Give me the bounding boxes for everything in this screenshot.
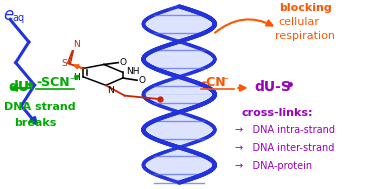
Text: →   DNA inter-strand: → DNA inter-strand	[235, 143, 334, 153]
Text: N: N	[107, 86, 114, 95]
Text: O: O	[138, 76, 146, 85]
Text: →   DNA-protein: → DNA-protein	[235, 161, 312, 171]
Text: NH: NH	[126, 67, 139, 77]
Text: O: O	[120, 58, 127, 67]
Text: e: e	[4, 6, 14, 24]
Text: dU-S: dU-S	[254, 80, 291, 94]
Text: dU: dU	[8, 80, 29, 94]
Text: H: H	[73, 73, 80, 82]
Text: •: •	[286, 79, 295, 93]
Text: DNA strand: DNA strand	[5, 101, 76, 112]
Text: ⁻: ⁻	[69, 76, 75, 86]
Text: breaks: breaks	[14, 118, 56, 128]
Text: •: •	[26, 79, 35, 93]
Text: N: N	[74, 40, 80, 49]
Text: -SCN: -SCN	[36, 76, 70, 89]
Text: cross-links:: cross-links:	[241, 108, 313, 118]
Text: →   DNA intra-strand: → DNA intra-strand	[235, 125, 335, 135]
Text: S: S	[61, 59, 67, 68]
Text: respiration: respiration	[275, 31, 335, 41]
Text: aq: aq	[13, 13, 25, 23]
Text: -CN: -CN	[202, 76, 226, 89]
Text: ⁻: ⁻	[222, 76, 228, 86]
Text: blocking: blocking	[279, 3, 331, 13]
Text: cellular: cellular	[279, 17, 320, 27]
